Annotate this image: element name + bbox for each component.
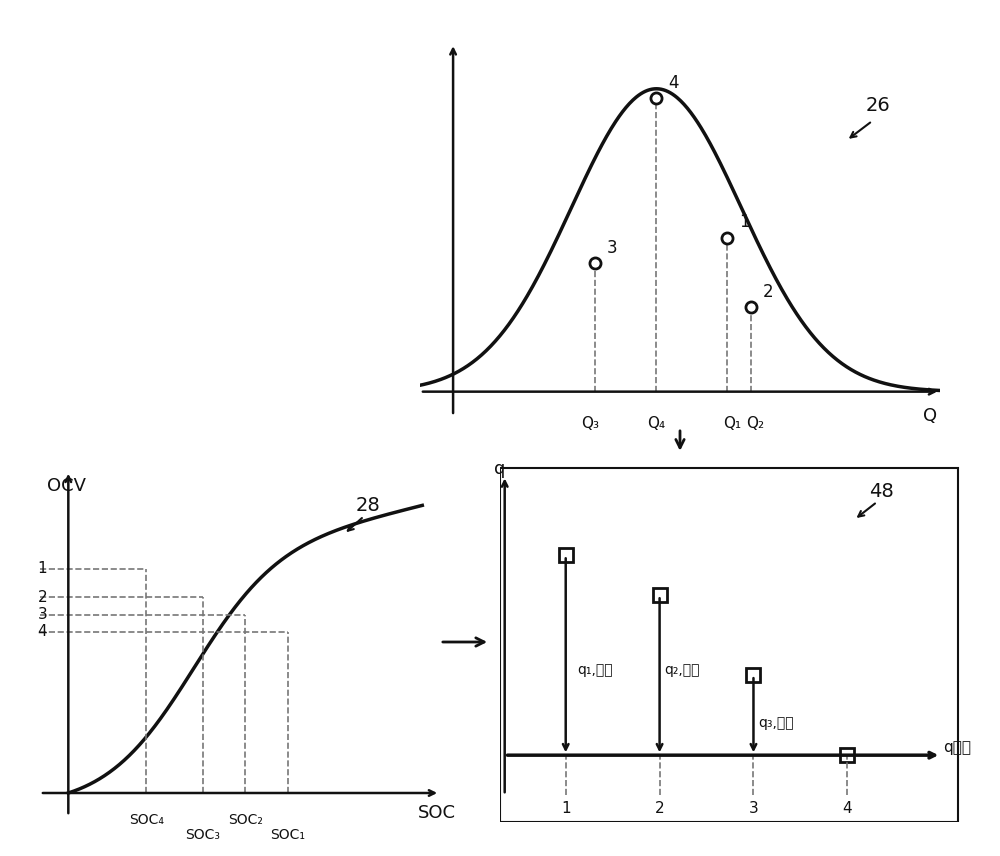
- Text: 3: 3: [37, 607, 47, 622]
- Text: q₃,平衡: q₃,平衡: [758, 716, 794, 730]
- Text: Q₂: Q₂: [747, 416, 765, 431]
- Text: Q: Q: [923, 407, 938, 425]
- Text: SOC: SOC: [417, 804, 455, 822]
- Text: 4: 4: [843, 801, 852, 816]
- Text: 2: 2: [37, 590, 47, 605]
- Text: SOC₄: SOC₄: [129, 813, 164, 827]
- Text: 48: 48: [869, 482, 894, 501]
- Text: 2: 2: [655, 801, 664, 816]
- Text: q₂,平衡: q₂,平衡: [664, 663, 700, 677]
- Text: 2: 2: [763, 282, 773, 300]
- Text: SOC₃: SOC₃: [185, 828, 220, 841]
- Text: 4: 4: [37, 624, 47, 639]
- Text: Q₁: Q₁: [723, 416, 741, 431]
- Text: SOC₂: SOC₂: [228, 813, 263, 827]
- Text: 1: 1: [37, 562, 47, 576]
- Text: 26: 26: [865, 96, 890, 115]
- Text: 3: 3: [607, 239, 617, 258]
- Text: SOC₁: SOC₁: [270, 828, 305, 841]
- Text: 28: 28: [356, 496, 380, 514]
- Text: q₁,平衡: q₁,平衡: [577, 663, 613, 677]
- Text: 1: 1: [739, 213, 750, 231]
- Text: 3: 3: [749, 801, 758, 816]
- Text: 1: 1: [561, 801, 571, 816]
- Text: OCV: OCV: [47, 477, 86, 495]
- Text: 4: 4: [668, 74, 679, 92]
- Text: q: q: [494, 461, 506, 479]
- Text: Q₄: Q₄: [647, 416, 665, 431]
- Text: q目标: q目标: [943, 740, 971, 755]
- Text: Q₃: Q₃: [581, 416, 599, 431]
